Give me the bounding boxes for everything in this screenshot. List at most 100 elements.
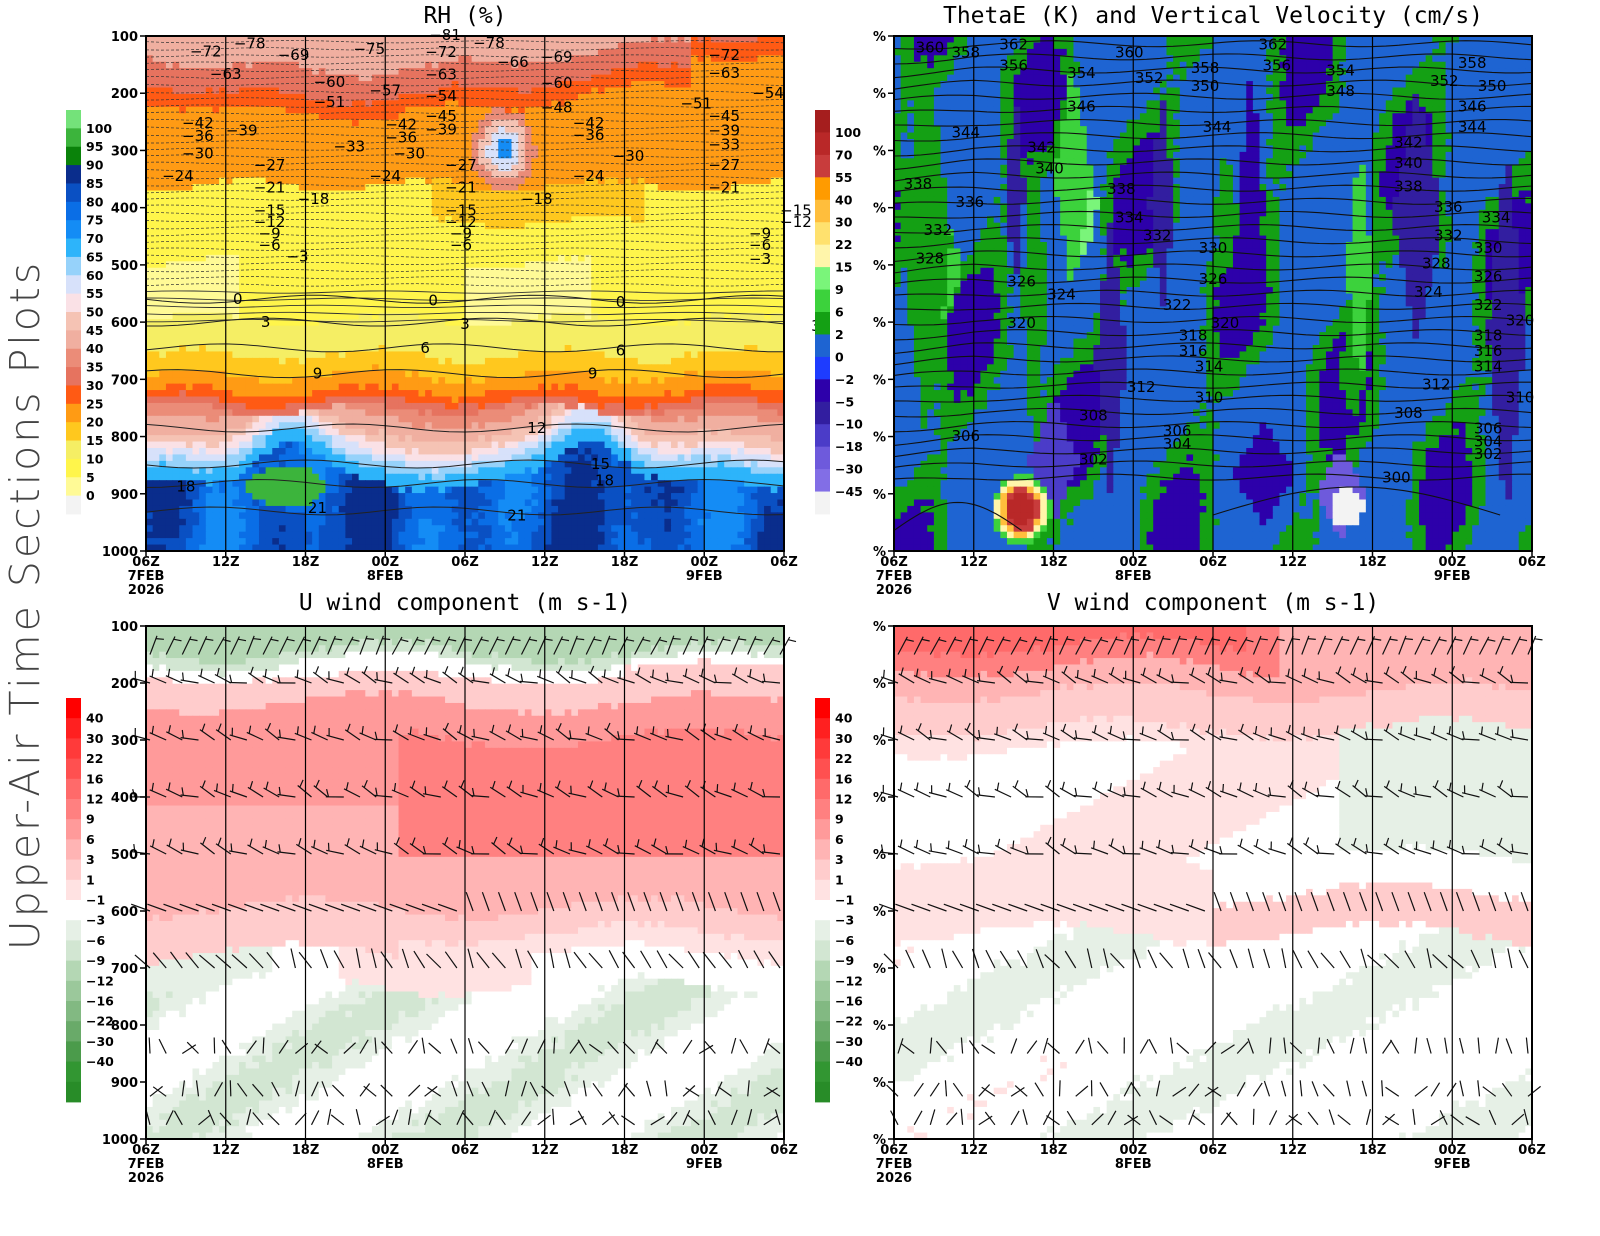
rh-cell — [259, 126, 266, 133]
rh-cell — [359, 191, 366, 198]
rh-cell — [571, 313, 578, 320]
rh-cell — [212, 171, 219, 178]
rh-cell — [671, 197, 678, 204]
rh-cell — [704, 236, 711, 243]
rh-cell — [651, 100, 658, 107]
rh-cell — [771, 332, 778, 339]
rh-cell — [704, 332, 711, 339]
rh-cell — [325, 152, 332, 159]
rh-cell — [392, 345, 399, 352]
rh-cell — [332, 42, 339, 49]
rh-cell — [226, 184, 233, 191]
rh-cell — [146, 274, 153, 281]
rh-cell — [385, 261, 392, 268]
rh-cell — [206, 171, 213, 178]
rh-cell — [751, 332, 758, 339]
rh-cell — [631, 133, 638, 140]
rh-cell — [179, 300, 186, 307]
rh-cell — [345, 197, 352, 204]
rh-cell — [771, 248, 778, 255]
rh-cell — [611, 165, 618, 172]
rh-cell — [472, 107, 479, 114]
rh-cell — [405, 203, 412, 210]
rh-cell — [498, 332, 505, 339]
rh-cell — [432, 261, 439, 268]
rh-cell — [631, 55, 638, 62]
rh-cell — [332, 345, 339, 352]
rh-cell — [724, 364, 731, 371]
rh-cell — [312, 55, 319, 62]
rh-cell — [292, 358, 299, 365]
rh-cell — [232, 332, 239, 339]
rh-cell — [325, 126, 332, 133]
rh-cell — [452, 351, 459, 358]
rh-cell — [512, 145, 519, 152]
rh-cell — [565, 364, 572, 371]
rh-cell — [325, 345, 332, 352]
rh-cell — [625, 255, 632, 262]
rh-cell — [385, 339, 392, 346]
rh-cell — [345, 236, 352, 243]
rh-cell — [671, 94, 678, 101]
rh-cell — [199, 229, 206, 236]
rh-cell — [498, 268, 505, 275]
rh-cell — [266, 345, 273, 352]
rh-cell — [605, 81, 612, 88]
rh-cell — [306, 332, 313, 339]
rh-cell — [704, 216, 711, 223]
rh-cell — [625, 139, 632, 146]
rh-cell — [764, 139, 771, 146]
rh-cell — [286, 68, 293, 75]
rh-cell — [365, 216, 372, 223]
rh-cell — [359, 255, 366, 262]
rh-cell — [585, 261, 592, 268]
rh-cell — [505, 191, 512, 198]
rh-cell — [518, 287, 525, 294]
rh-cell — [638, 120, 645, 127]
rh-cell — [551, 274, 558, 281]
rh-cell — [312, 133, 319, 140]
rh-cell — [512, 364, 519, 371]
rh-cell — [173, 81, 180, 88]
rh-cell — [611, 36, 618, 43]
rh-cell — [571, 216, 578, 223]
rh-cell — [684, 191, 691, 198]
rh-cell — [166, 216, 173, 223]
rh-cell — [226, 358, 233, 365]
rh-cell — [611, 68, 618, 75]
rh-cell — [412, 248, 419, 255]
rh-cell — [173, 313, 180, 320]
rh-cell — [737, 281, 744, 288]
rh-cell — [319, 229, 326, 236]
rh-cell — [531, 351, 538, 358]
rh-cell — [585, 36, 592, 43]
rh-cell — [339, 165, 346, 172]
rh-cell — [385, 62, 392, 69]
rh-cell — [179, 306, 186, 313]
rh-cell — [232, 364, 239, 371]
rh-cell — [512, 358, 519, 365]
rh-cell — [558, 319, 565, 326]
rh-cell — [605, 36, 612, 43]
rh-cell — [598, 68, 605, 75]
rh-cell — [345, 171, 352, 178]
rh-cell — [611, 364, 618, 371]
rh-cell — [578, 36, 585, 43]
rh-cell — [179, 42, 186, 49]
rh-cell — [638, 81, 645, 88]
rh-cell — [704, 223, 711, 230]
rh-cell — [212, 300, 219, 307]
rh-cell — [638, 197, 645, 204]
rh-cell — [518, 281, 525, 288]
rh-cell — [339, 306, 346, 313]
rh-cell — [558, 306, 565, 313]
rh-cell — [518, 345, 525, 352]
rh-cell — [478, 313, 485, 320]
rh-cell — [545, 145, 552, 152]
rh-cell — [153, 145, 160, 152]
rh-cell — [737, 210, 744, 217]
rh-cell — [166, 332, 173, 339]
rh-cell — [598, 229, 605, 236]
rh-cell — [671, 364, 678, 371]
rh-cell — [644, 165, 651, 172]
